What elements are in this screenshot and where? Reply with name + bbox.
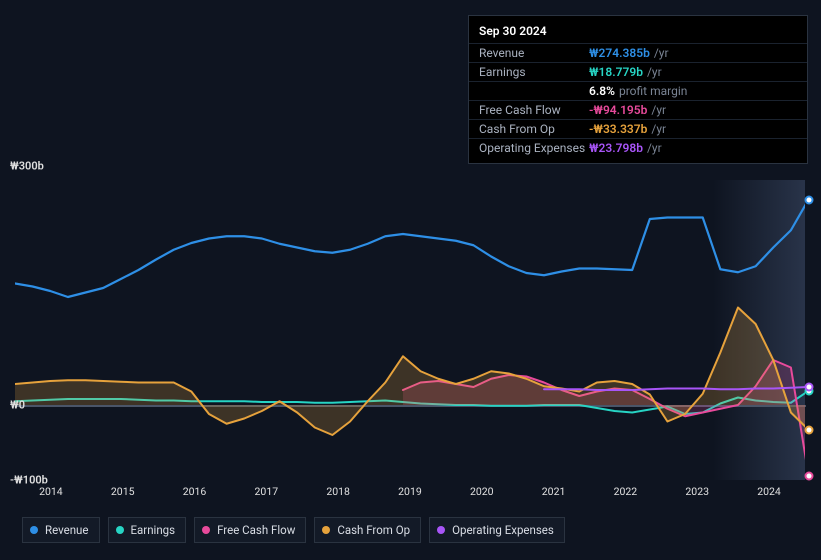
x-axis: 2014201520162017201820192020202120222023… — [15, 485, 805, 498]
legend-item[interactable]: Cash From Op — [314, 517, 421, 543]
series-end-marker — [804, 383, 813, 392]
legend-item[interactable]: Free Cash Flow — [194, 517, 306, 543]
x-axis-label: 2015 — [87, 485, 159, 498]
series-end-marker — [804, 195, 813, 204]
legend-label: Cash From Op — [337, 523, 410, 537]
legend-dot — [322, 526, 330, 534]
x-axis-label: 2017 — [230, 485, 302, 498]
tooltip-row: Revenue₩274.385b/yr — [469, 43, 807, 62]
tooltip-row: Operating Expenses₩23.798b/yr — [469, 138, 807, 157]
tooltip-row-unit: /yr — [651, 122, 666, 136]
tooltip-row-label: Earnings — [479, 65, 589, 79]
tooltip-row: Cash From Op-₩33.337b/yr — [469, 119, 807, 138]
tooltip-row-unit: /yr — [651, 103, 666, 117]
tooltip-row-value: ₩23.798b — [589, 141, 643, 155]
x-axis-label: 2023 — [661, 485, 733, 498]
legend-item[interactable]: Revenue — [22, 517, 100, 543]
x-axis-label: 2021 — [518, 485, 590, 498]
chart-plot — [15, 180, 805, 480]
legend-dot — [30, 526, 38, 534]
tooltip-row-label: Cash From Op — [479, 122, 589, 136]
tooltip-row: Free Cash Flow-₩94.195b/yr — [469, 100, 807, 119]
tooltip-row-value: -₩94.195b — [589, 103, 647, 117]
legend-label: Free Cash Flow — [217, 523, 295, 537]
tooltip-row-label: Operating Expenses — [479, 141, 589, 155]
series-end-marker — [804, 425, 813, 434]
legend-label: Operating Expenses — [452, 523, 554, 537]
profit-margin-pct: 6.8% — [589, 84, 615, 98]
tooltip-row-unit: /yr — [647, 141, 662, 155]
x-axis-label: 2019 — [374, 485, 446, 498]
tooltip-row-label: Free Cash Flow — [479, 103, 589, 117]
tooltip-row-value: ₩274.385b — [589, 46, 650, 60]
y-axis-label: -₩100b — [10, 474, 48, 487]
legend-dot — [437, 526, 445, 534]
x-axis-label: 2024 — [733, 485, 805, 498]
legend: Revenue Earnings Free Cash Flow Cash From O… — [22, 517, 565, 543]
tooltip-row-value: -₩33.337b — [589, 122, 647, 136]
tooltip-row-value: ₩18.779b — [589, 65, 643, 79]
x-axis-label: 2020 — [446, 485, 518, 498]
legend-item[interactable]: Earnings — [108, 517, 187, 543]
tooltip-row: Earnings₩18.779b/yr — [469, 62, 807, 81]
x-axis-label: 2016 — [159, 485, 231, 498]
y-axis-label: ₩0 — [10, 399, 25, 412]
tooltip-row-unit: /yr — [647, 65, 662, 79]
tooltip-date: Sep 30 2024 — [469, 22, 807, 43]
tooltip-profit-margin: 6.8% profit margin — [469, 81, 807, 100]
legend-label: Revenue — [45, 523, 89, 537]
legend-label: Earnings — [131, 523, 176, 537]
y-axis-label: ₩300b — [10, 160, 44, 173]
tooltip-row-unit: /yr — [654, 46, 669, 60]
legend-item[interactable]: Operating Expenses — [429, 517, 565, 543]
legend-dot — [202, 526, 210, 534]
series-end-marker — [804, 471, 813, 480]
tooltip-rows: Revenue₩274.385b/yrEarnings₩18.779b/yr6.… — [469, 43, 807, 157]
x-axis-label: 2014 — [15, 485, 87, 498]
profit-margin-label: profit margin — [619, 84, 687, 98]
x-axis-label: 2018 — [302, 485, 374, 498]
chart-tooltip: Sep 30 2024 Revenue₩274.385b/yrEarnings₩… — [468, 15, 808, 164]
x-axis-label: 2022 — [590, 485, 662, 498]
legend-dot — [116, 526, 124, 534]
tooltip-row-label: Revenue — [479, 46, 589, 60]
